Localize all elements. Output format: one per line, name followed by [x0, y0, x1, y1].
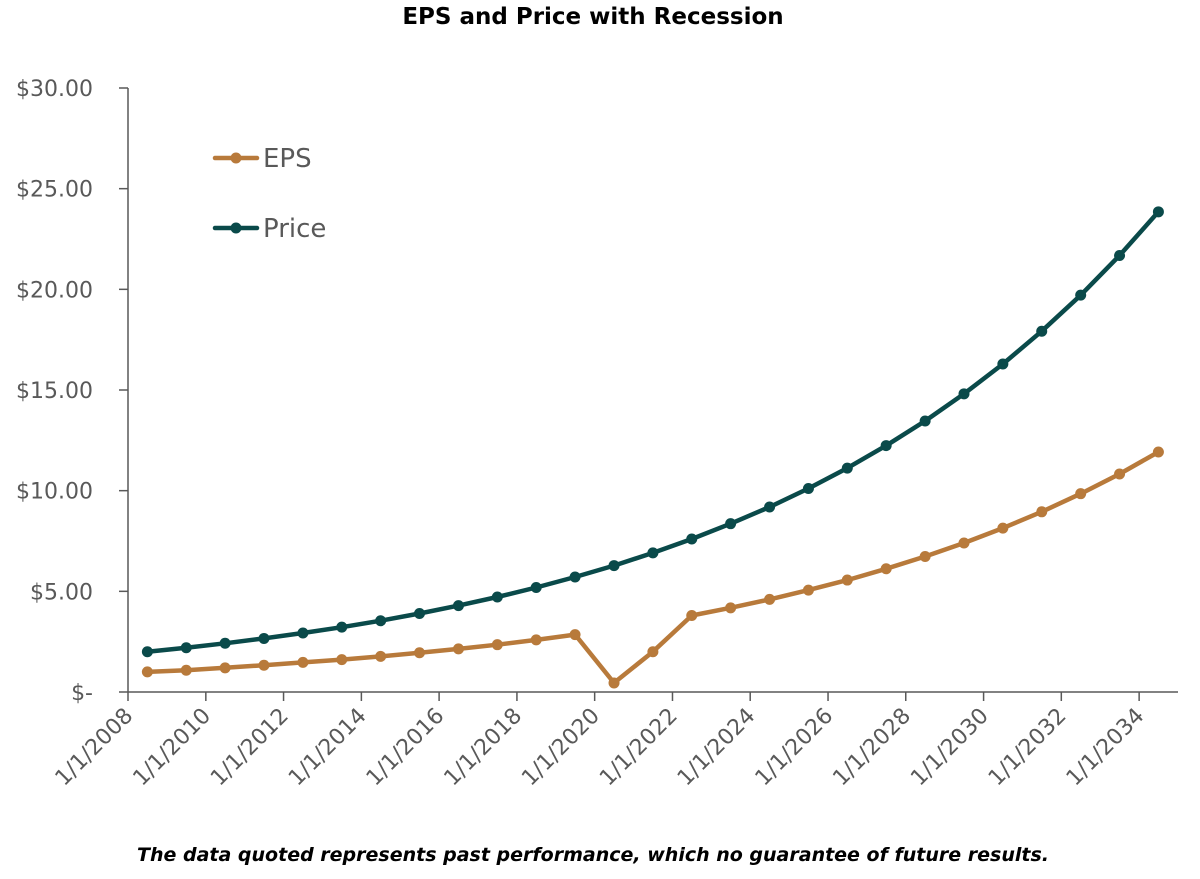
data-point-price — [725, 518, 737, 530]
data-point-price — [414, 607, 426, 619]
legend-label: EPS — [263, 144, 312, 174]
y-tick-label: $20.00 — [16, 278, 93, 303]
chart-title: EPS and Price with Recession — [402, 4, 784, 30]
data-point-eps — [958, 537, 970, 549]
x-tick-label: 1/1/2026 — [751, 704, 839, 792]
data-point-eps — [764, 593, 776, 605]
data-point-eps — [686, 609, 698, 621]
data-point-eps — [414, 647, 426, 659]
series-price — [141, 206, 1164, 658]
data-point-eps — [452, 643, 464, 655]
data-point-price — [336, 621, 348, 633]
y-tick-label: $30.00 — [16, 77, 93, 102]
data-point-eps — [1152, 446, 1164, 458]
x-axis-ticks: 1/1/20081/1/20101/1/20121/1/20141/1/2016… — [51, 692, 1150, 792]
data-point-price — [569, 571, 581, 583]
data-point-eps — [919, 551, 931, 563]
data-point-eps — [1114, 468, 1126, 480]
x-tick-label: 1/1/2010 — [129, 704, 217, 792]
data-point-eps — [880, 563, 892, 575]
data-point-price — [452, 600, 464, 612]
data-point-eps — [725, 602, 737, 614]
data-point-price — [841, 462, 853, 474]
y-tick-label: $15.00 — [16, 379, 93, 404]
data-point-eps — [1075, 488, 1087, 500]
data-point-eps — [802, 584, 814, 596]
y-tick-label: $10.00 — [16, 480, 93, 505]
x-tick-label: 1/1/2032 — [984, 704, 1072, 792]
x-tick-label: 1/1/2020 — [517, 704, 605, 792]
data-point-eps — [180, 664, 192, 676]
x-tick-label: 1/1/2016 — [362, 704, 450, 792]
y-tick-label: $5.00 — [30, 580, 93, 605]
data-point-eps — [219, 662, 231, 674]
data-point-price — [375, 615, 387, 627]
y-tick-label: $- — [71, 681, 93, 706]
data-point-price — [180, 642, 192, 654]
y-tick-label: $25.00 — [16, 178, 93, 203]
x-tick-label: 1/1/2028 — [828, 704, 916, 792]
data-point-price — [608, 560, 620, 572]
x-tick-label: 1/1/2034 — [1062, 704, 1150, 792]
footnote: The data quoted represents past performa… — [137, 844, 1049, 866]
data-point-price — [258, 632, 270, 644]
series-layer — [141, 206, 1164, 689]
data-point-eps — [336, 654, 348, 666]
data-point-eps — [997, 522, 1009, 534]
data-point-eps — [297, 656, 309, 668]
legend-item-price: Price — [212, 214, 326, 244]
legend-item-eps: EPS — [212, 144, 312, 174]
data-point-eps — [258, 659, 270, 671]
data-point-eps — [569, 629, 581, 641]
data-point-price — [141, 646, 153, 658]
legend-label: Price — [263, 214, 326, 244]
data-point-eps — [608, 677, 620, 689]
data-point-eps — [647, 646, 659, 658]
data-point-price — [1075, 289, 1087, 301]
data-point-price — [880, 440, 892, 452]
data-point-price — [997, 358, 1009, 370]
data-point-eps — [841, 574, 853, 586]
x-tick-label: 1/1/2018 — [440, 704, 528, 792]
data-point-price — [219, 637, 231, 649]
data-point-price — [686, 533, 698, 545]
series-eps — [141, 446, 1164, 689]
data-point-price — [1152, 206, 1164, 218]
data-point-eps — [375, 650, 387, 662]
data-point-price — [1036, 325, 1048, 337]
data-point-price — [491, 591, 503, 603]
data-point-eps — [491, 639, 503, 651]
data-point-price — [764, 501, 776, 513]
x-tick-label: 1/1/2030 — [906, 704, 994, 792]
data-point-eps — [141, 666, 153, 678]
legend-swatch-marker — [230, 222, 242, 234]
data-point-eps — [1036, 506, 1048, 518]
x-tick-label: 1/1/2022 — [595, 704, 683, 792]
x-tick-label: 1/1/2024 — [673, 704, 761, 792]
y-axis-ticks: $- $5.00 $10.00 $15.00 $20.00 $25.00 $30.00 — [16, 77, 128, 706]
legend-swatch-marker — [230, 152, 242, 164]
legend: EPS Price — [212, 144, 326, 244]
data-point-price — [530, 582, 542, 594]
x-tick-label: 1/1/2014 — [284, 704, 372, 792]
x-tick-label: 1/1/2008 — [51, 704, 139, 792]
data-point-price — [958, 388, 970, 400]
data-point-price — [802, 482, 814, 494]
data-point-price — [647, 547, 659, 559]
series-line-price — [145, 209, 1161, 654]
data-point-eps — [530, 634, 542, 646]
x-tick-label: 1/1/2012 — [206, 704, 294, 792]
data-point-price — [919, 415, 931, 427]
data-point-price — [297, 627, 309, 639]
data-point-price — [1114, 250, 1126, 262]
